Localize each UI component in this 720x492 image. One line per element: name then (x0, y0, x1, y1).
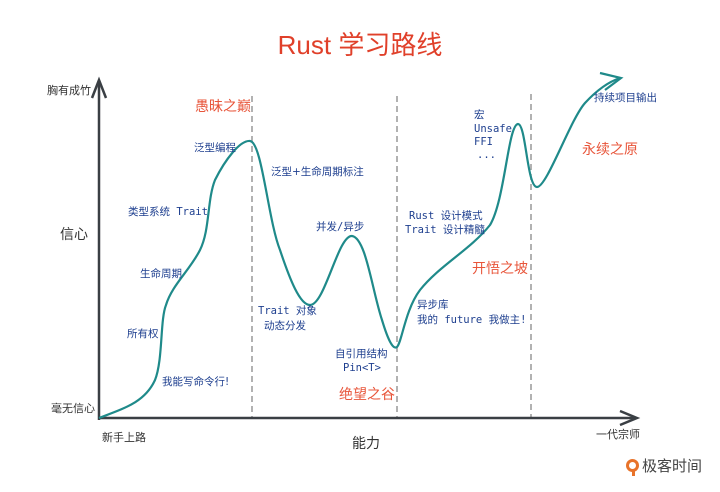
x-axis-start-label: 新手上路 (102, 431, 146, 444)
curve-arrow-icon (599, 71, 624, 91)
milestone-dynamic-dispatch: 动态分发 (264, 320, 306, 332)
milestone-design-patterns: Rust 设计模式 (409, 210, 483, 222)
milestone-ellipsis: ... (477, 149, 496, 161)
x-axis-label: 能力 (352, 436, 380, 452)
milestone-unsafe: Unsafe (474, 123, 512, 135)
milestone-self-ref: 自引用结构 (335, 348, 388, 360)
milestone-lifetime: 生命周期 (140, 268, 182, 280)
brand-logo: 极客时间 (626, 455, 702, 476)
milestone-macro: 宏 (474, 109, 485, 121)
learning-curve (98, 76, 621, 420)
y-axis-label: 信心 (60, 227, 88, 243)
milestone-generics: 泛型编程 (194, 142, 236, 154)
y-axis-arrow-icon (90, 76, 108, 99)
zone-plateau: 永续之原 (582, 142, 638, 158)
milestone-cli: 我能写命令行! (162, 376, 230, 388)
geektime-logo-icon (626, 459, 639, 476)
milestone-my-future: 我的 future 我做主! (417, 314, 527, 326)
milestone-type-system: 类型系统 Trait (128, 206, 208, 218)
milestone-ffi: FFI (474, 136, 493, 148)
milestone-trait-design: Trait 设计精髓 (405, 224, 485, 236)
milestone-async-lib: 异步库 (417, 299, 449, 311)
y-axis-top-label: 胸有成竹 (47, 84, 91, 97)
dividers (251, 94, 532, 418)
zone-slope: 开悟之坡 (472, 261, 528, 277)
milestone-pin: Pin<T> (343, 362, 381, 374)
milestone-concurrency: 并发/异步 (316, 221, 365, 233)
axes (90, 76, 641, 427)
x-axis-end-label: 一代宗师 (596, 428, 640, 441)
y-axis-bottom-label: 毫无信心 (51, 402, 95, 415)
zone-peak: 愚昧之巅 (195, 99, 251, 115)
brand-name: 极客时间 (642, 457, 703, 475)
milestone-generics-lifetime: 泛型+生命周期标注 (271, 166, 364, 178)
x-axis-arrow-icon (619, 409, 641, 427)
milestone-output: 持续项目输出 (594, 92, 657, 104)
milestone-ownership: 所有权 (127, 328, 159, 340)
page-title: Rust 学习路线 (277, 30, 443, 60)
milestone-trait-object: Trait 对象 (258, 305, 317, 317)
zone-valley: 绝望之谷 (339, 387, 395, 403)
